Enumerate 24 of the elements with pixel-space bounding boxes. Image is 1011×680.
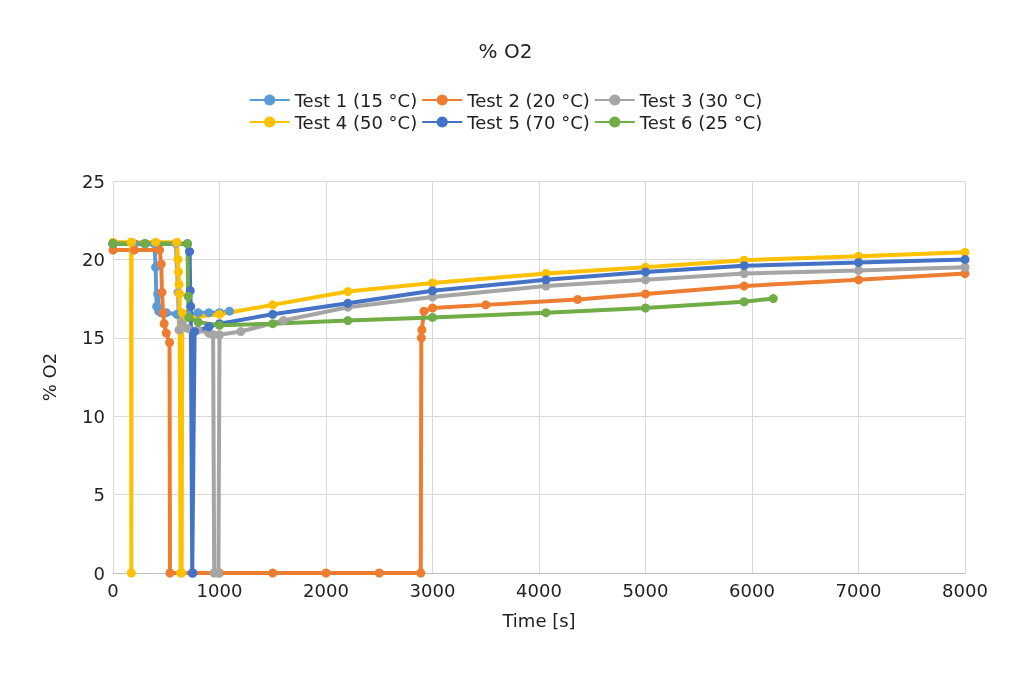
legend-label: Test 2 (20 °C) [466, 89, 590, 111]
x-tick-label: 0 [107, 579, 119, 601]
y-axis-title: % O2 [38, 352, 60, 402]
x-tick-label: 7000 [835, 579, 882, 601]
x-axis-title: Time [s] [501, 609, 576, 631]
y-tick-label: 10 [82, 405, 105, 427]
y-tick-label: 5 [93, 484, 105, 506]
legend-label: Test 4 (50 °C) [293, 111, 418, 133]
legend-label: Test 5 (70 °C) [466, 111, 590, 133]
x-tick-label: 1000 [196, 579, 243, 601]
chart-title: % O2 [478, 39, 533, 63]
x-tick-label: 4000 [516, 579, 562, 601]
y-tick-label: 15 [82, 327, 105, 349]
x-tick-label: 8000 [942, 579, 988, 601]
x-tick-label: 5000 [622, 579, 669, 601]
y-tick-label: 0 [93, 562, 105, 584]
x-tick-label: 3000 [409, 579, 456, 601]
x-tick-label: 6000 [729, 579, 775, 601]
x-tick-label: 2000 [303, 579, 349, 601]
y-tick-label: 20 [82, 248, 105, 270]
legend-label: Test 3 (30 °C) [638, 89, 763, 111]
legend-label: Test 1 (15 °C) [293, 89, 418, 111]
y-tick-label: 25 [82, 170, 105, 192]
legend-label: Test 6 (25 °C) [638, 111, 763, 133]
